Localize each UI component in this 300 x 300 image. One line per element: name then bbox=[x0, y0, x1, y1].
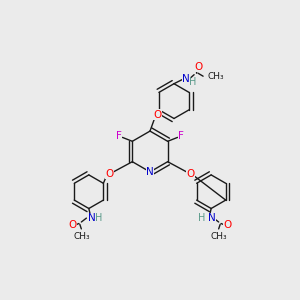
Text: CH₃: CH₃ bbox=[210, 232, 227, 241]
Text: H: H bbox=[199, 213, 206, 223]
Text: O: O bbox=[194, 61, 202, 72]
Text: H: H bbox=[95, 213, 102, 223]
Text: O: O bbox=[153, 110, 162, 120]
Text: CH₃: CH₃ bbox=[73, 232, 90, 241]
Text: O: O bbox=[106, 169, 114, 179]
Text: H: H bbox=[189, 77, 196, 87]
Text: N: N bbox=[88, 213, 96, 223]
Text: O: O bbox=[186, 169, 194, 179]
Text: O: O bbox=[224, 220, 232, 230]
Text: N: N bbox=[182, 74, 190, 84]
Text: O: O bbox=[68, 220, 76, 230]
Text: F: F bbox=[178, 131, 184, 141]
Text: N: N bbox=[146, 167, 154, 177]
Text: N: N bbox=[208, 213, 216, 223]
Text: CH₃: CH₃ bbox=[207, 72, 224, 81]
Text: F: F bbox=[116, 131, 122, 141]
